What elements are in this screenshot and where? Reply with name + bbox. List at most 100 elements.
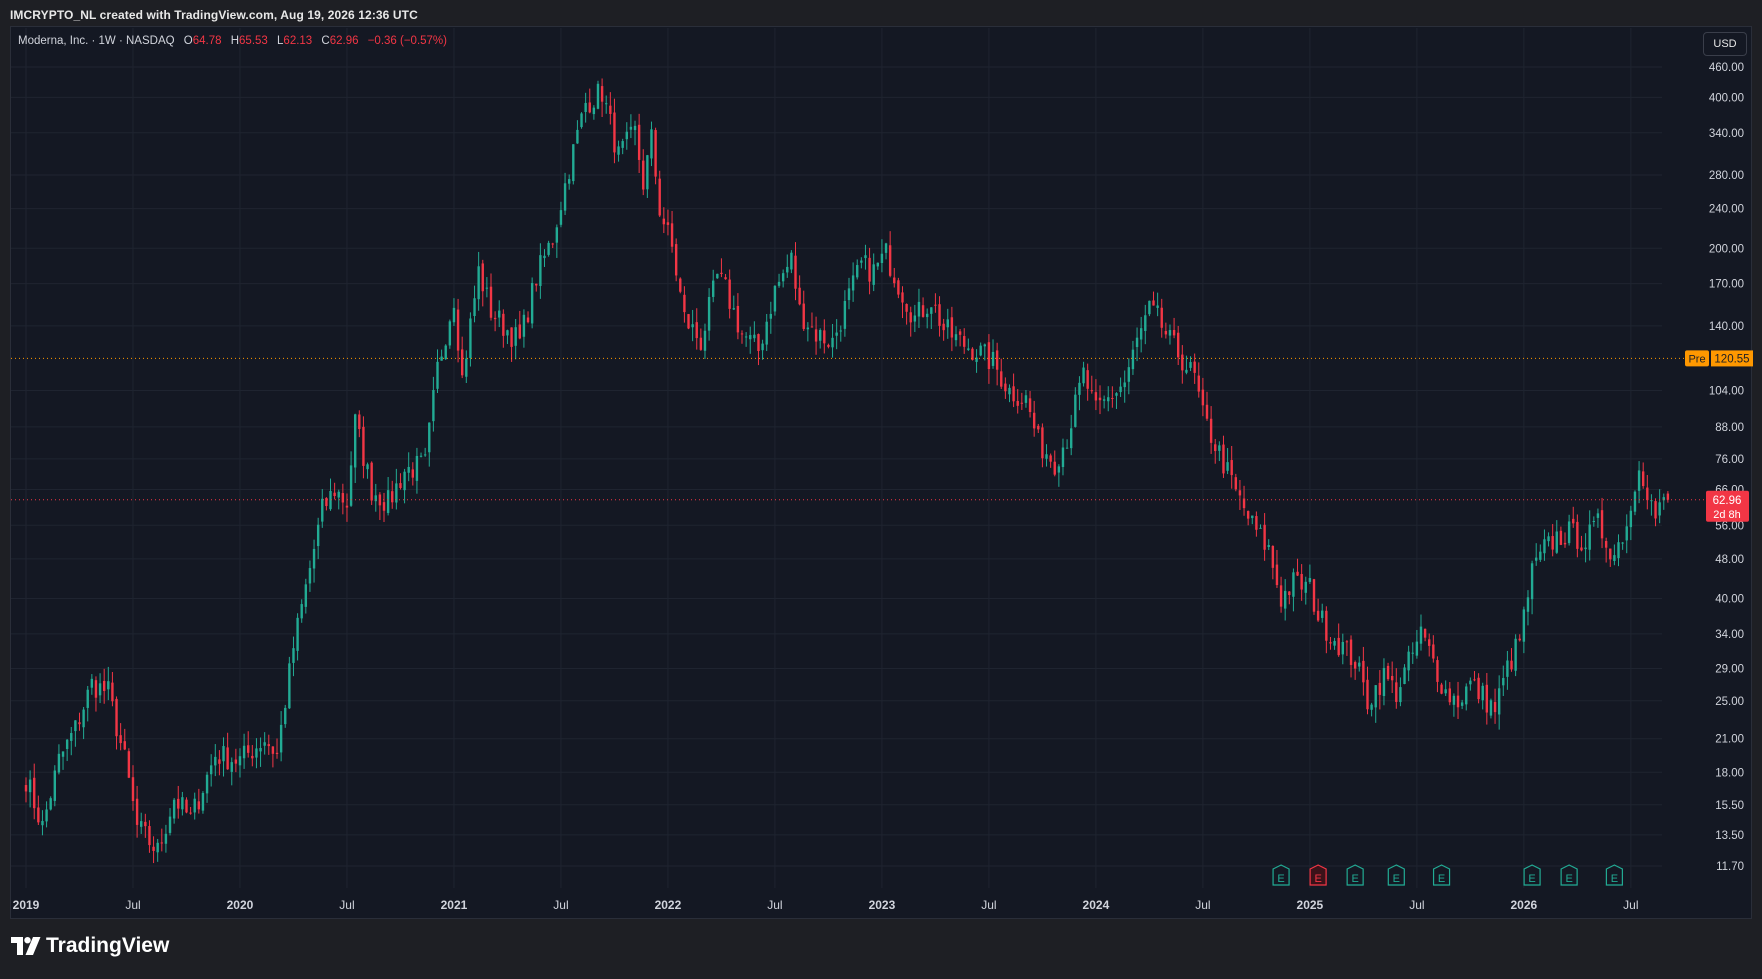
candle-body	[1654, 501, 1657, 519]
candle-body	[452, 307, 456, 323]
candle-body	[1012, 386, 1015, 402]
candle-body	[744, 336, 748, 338]
candle-body	[1102, 399, 1106, 401]
price-tick-label: 104.00	[1709, 386, 1744, 398]
candle-body	[98, 683, 102, 696]
candle-body	[1629, 510, 1633, 528]
candle-body	[712, 280, 715, 297]
candle-body	[884, 243, 888, 253]
candle-body	[851, 275, 855, 291]
candle-body	[1567, 521, 1571, 544]
candle-body	[1020, 402, 1024, 404]
candle-body	[362, 426, 365, 466]
candle-body	[1160, 307, 1163, 328]
candle-body	[407, 466, 410, 473]
candle-body	[1304, 581, 1307, 593]
price-tick-label: 200.00	[1709, 243, 1744, 255]
candle-body	[633, 125, 637, 131]
candle-body	[856, 265, 859, 278]
time-tick-label: 2021	[441, 898, 468, 912]
candle-body	[938, 304, 941, 326]
tradingview-logo[interactable]: TradingView	[11, 934, 169, 958]
symbol-legend[interactable]: Moderna, Inc. · 1W · NASDAQ O64.78 H65.5…	[18, 35, 447, 47]
candle-body	[1543, 539, 1546, 554]
candle-body	[1646, 487, 1649, 501]
candle-body	[514, 327, 517, 346]
candle-body	[1078, 382, 1081, 395]
candle-body	[489, 286, 493, 318]
candle-body	[1625, 526, 1628, 541]
candle-body	[1469, 680, 1472, 685]
candle-body	[288, 663, 291, 709]
candle-body	[1390, 676, 1394, 681]
price-tick-label: 340.00	[1709, 128, 1744, 140]
candle-body	[477, 266, 480, 300]
price-tick-label: 13.50	[1715, 830, 1744, 842]
candle-body	[127, 751, 131, 778]
candle-body	[584, 102, 587, 112]
candle-body	[650, 129, 653, 159]
candle-body	[65, 739, 69, 749]
candle-body	[374, 495, 377, 502]
time-tick-label: 2023	[869, 898, 896, 912]
candle-body	[222, 746, 225, 762]
candle-body	[1370, 704, 1373, 710]
candle-body	[436, 361, 439, 389]
candle-body	[1526, 597, 1530, 612]
price-tick-label: 56.00	[1715, 520, 1744, 532]
candle-body	[1152, 300, 1155, 306]
candle-body	[1621, 542, 1624, 544]
earnings-label: E	[1528, 873, 1535, 885]
candle-body	[234, 759, 238, 764]
candle-body	[757, 334, 760, 352]
candle-body	[296, 617, 299, 651]
candle-body	[983, 344, 986, 347]
time-tick-label: Jul	[553, 898, 568, 912]
time-tick-label: 2022	[655, 898, 682, 912]
candle-body	[1374, 685, 1377, 708]
candle-body	[761, 343, 764, 351]
candle-body	[238, 756, 242, 766]
candle-body	[493, 317, 497, 320]
candle-body	[950, 317, 954, 338]
candle-body	[802, 303, 805, 329]
candle-body	[1135, 337, 1139, 348]
candle-body	[90, 678, 94, 688]
candle-body	[201, 792, 205, 811]
candle-body	[773, 285, 777, 312]
price-tick-label: 240.00	[1709, 204, 1744, 216]
candle-body	[164, 833, 168, 844]
candle-body	[94, 680, 98, 698]
candle-body	[82, 709, 85, 728]
candle-body	[913, 315, 917, 322]
candle-body	[1641, 471, 1645, 487]
candle-body	[432, 390, 435, 422]
price-tick-label: 170.00	[1709, 279, 1744, 291]
candle-body	[312, 548, 316, 569]
candle-body	[1222, 444, 1225, 474]
candle-body	[1086, 370, 1089, 389]
price-tick-label: 460.00	[1709, 62, 1744, 74]
candle-body	[308, 568, 312, 584]
candle-body	[292, 648, 295, 663]
currency-button[interactable]: USD	[1703, 32, 1747, 56]
candle-body	[1345, 641, 1349, 643]
candle-body	[1658, 502, 1661, 516]
candle-body	[662, 218, 666, 225]
candle-body	[1049, 455, 1052, 462]
candle-body	[777, 281, 781, 286]
candle-body	[1325, 610, 1328, 641]
candle-body	[897, 280, 900, 295]
candle-body	[1177, 332, 1180, 358]
candle-body	[1535, 557, 1538, 561]
candle-body	[1070, 428, 1073, 449]
candle-body	[625, 131, 628, 140]
candle-body	[720, 272, 723, 274]
candle-body	[1312, 579, 1316, 612]
candle-body	[753, 334, 756, 339]
candle-body	[168, 816, 172, 833]
candle-body	[271, 746, 275, 754]
candle-body	[609, 105, 612, 114]
candle-body	[1518, 638, 1521, 641]
